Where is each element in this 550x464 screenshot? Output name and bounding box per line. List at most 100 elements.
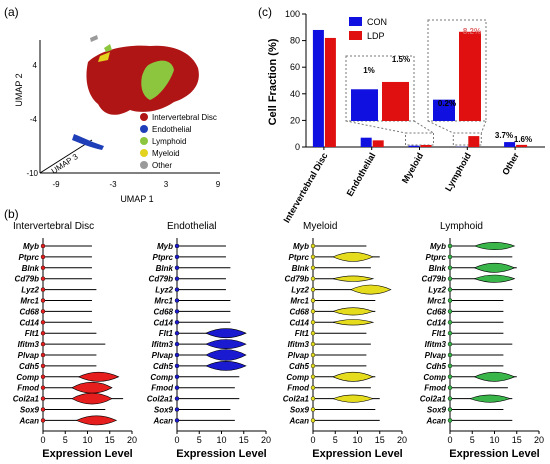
legend-swatch-con bbox=[349, 17, 362, 26]
gene-label: Cd68 bbox=[426, 307, 446, 316]
violin-x-tick-label: 20 bbox=[127, 435, 137, 445]
inset-label-ldp: 8.2% bbox=[463, 27, 481, 36]
inset-bar-con bbox=[351, 89, 378, 121]
violin-panel-3: Lymphoid 0 5 10 15 20 Expression Level Myb Ptprc… bbox=[420, 221, 544, 460]
gene-label: Plvap bbox=[425, 351, 446, 360]
violin-zero-marker bbox=[40, 396, 46, 401]
violin-shape bbox=[205, 349, 247, 361]
umap-y-label: UMAP 2 bbox=[14, 73, 24, 106]
violin-zero-marker bbox=[447, 243, 453, 249]
violin-zero-marker bbox=[310, 341, 316, 347]
violin-zero-marker bbox=[447, 385, 453, 390]
umap-cluster-endothelial bbox=[72, 134, 104, 150]
violin-zero-marker bbox=[447, 374, 453, 379]
violin-x-tick-label: 10 bbox=[489, 435, 499, 445]
gene-label: Lyz2 bbox=[21, 286, 39, 295]
legend-label: Intervertebral Disc bbox=[152, 113, 217, 122]
umap-xtick: 9 bbox=[216, 180, 221, 189]
gene-label: Blnk bbox=[429, 264, 447, 273]
gene-label: Myb bbox=[293, 242, 309, 251]
bar-y-label: Cell Fraction (%) bbox=[267, 38, 279, 125]
violin-shape bbox=[469, 394, 511, 403]
gene-label: Ptprc bbox=[289, 253, 310, 262]
gene-label: Cd68 bbox=[19, 307, 39, 316]
umap-cluster-lymphoid bbox=[141, 60, 174, 100]
gene-label: Cd14 bbox=[153, 318, 173, 327]
violin-zero-marker bbox=[310, 265, 316, 270]
violin-x-tick-label: 0 bbox=[174, 435, 179, 445]
gene-label: Fmod bbox=[424, 384, 447, 393]
violin-shape bbox=[331, 319, 375, 326]
panel-label-b: (b) bbox=[4, 207, 19, 221]
bar-ldp bbox=[372, 140, 384, 147]
umap-xtick: 3 bbox=[164, 180, 169, 189]
legend-marker bbox=[140, 113, 148, 121]
violin-zero-marker bbox=[310, 407, 316, 412]
violin-zero-marker bbox=[310, 396, 316, 401]
violin-x-tick-label: 20 bbox=[397, 435, 407, 445]
violin-zero-marker bbox=[447, 320, 453, 325]
gene-label: Plvap bbox=[288, 351, 309, 360]
violin-zero-marker bbox=[310, 352, 316, 358]
violin-panel-0: Intervertebral Disc 0 5 10 15 20 Expression Le… bbox=[13, 221, 137, 460]
violin-zero-marker bbox=[447, 254, 453, 260]
gene-label: Acan bbox=[18, 416, 39, 425]
umap-cluster-myeloid bbox=[98, 52, 110, 62]
gene-label: Plvap bbox=[152, 351, 173, 360]
gene-label: Cdh5 bbox=[426, 362, 447, 371]
violin-zero-marker bbox=[40, 352, 46, 358]
violin-x-tick-label: 15 bbox=[375, 435, 385, 445]
legend-marker bbox=[140, 149, 148, 157]
gene-label: Flt1 bbox=[159, 329, 174, 338]
violin-panel-1: Endothelial 0 5 10 15 20 Expression Level Myb Pt… bbox=[147, 221, 271, 460]
legend-swatch-ldp bbox=[349, 31, 362, 40]
violin-zero-marker bbox=[40, 374, 46, 379]
violin-x-tick-label: 10 bbox=[82, 435, 92, 445]
inset-label-ldp: 1.5% bbox=[392, 55, 410, 64]
violin-zero-marker bbox=[310, 298, 316, 303]
inset-box bbox=[427, 19, 487, 122]
violin-shape bbox=[332, 252, 374, 262]
gene-label: Acan bbox=[288, 416, 309, 425]
violin-shape bbox=[71, 381, 113, 394]
gene-label: Sox9 bbox=[20, 406, 40, 415]
gene-label: Sox9 bbox=[427, 406, 447, 415]
panel-label-c: (c) bbox=[258, 5, 272, 19]
gene-label: Comp bbox=[286, 373, 309, 382]
bar-insets: 1% 1.5% 0.2% 8.2% 3.7% 1.6% bbox=[345, 19, 532, 146]
violin-x-tick-label: 20 bbox=[261, 435, 271, 445]
gene-label: Sox9 bbox=[290, 406, 310, 415]
inset-label-con: 1% bbox=[363, 66, 375, 75]
umap-ytick: -4 bbox=[30, 115, 38, 124]
inset-connector bbox=[427, 120, 454, 134]
bar-y-tick-label: 60 bbox=[290, 62, 300, 72]
violin-zero-marker bbox=[40, 418, 46, 423]
panel-label-a: (a) bbox=[4, 5, 19, 19]
violin-zero-marker bbox=[174, 341, 180, 347]
gene-label: Flt1 bbox=[25, 329, 40, 338]
violin-x-tick-label: 5 bbox=[333, 435, 338, 445]
bar-con bbox=[408, 145, 420, 147]
violin-x-tick-label: 10 bbox=[352, 435, 362, 445]
violin-zero-marker bbox=[174, 363, 180, 369]
violin-zero-marker bbox=[174, 298, 180, 303]
gene-label: Cd14 bbox=[289, 318, 309, 327]
violin-zero-marker bbox=[447, 341, 453, 347]
violin-x-tick-label: 20 bbox=[534, 435, 544, 445]
violin-shape bbox=[332, 394, 374, 403]
violin-zero-marker bbox=[310, 385, 316, 390]
bar-legend: CON LDP bbox=[349, 17, 387, 41]
legend-label: Endothelial bbox=[152, 125, 192, 134]
gene-label: Lyz2 bbox=[428, 286, 446, 295]
violin-x-tick-label: 0 bbox=[447, 435, 452, 445]
violin-zero-marker bbox=[40, 331, 46, 336]
gene-label: Comp bbox=[423, 373, 446, 382]
bar-label-ldp: 1.6% bbox=[514, 135, 532, 144]
bar-y-tick-label: 100 bbox=[285, 9, 300, 19]
violin-zero-marker bbox=[447, 287, 453, 292]
gene-label: Cdh5 bbox=[19, 362, 40, 371]
violin-zero-marker bbox=[447, 265, 453, 270]
legend-label: Other bbox=[152, 161, 172, 170]
umap-x-label: UMAP 1 bbox=[120, 194, 153, 204]
